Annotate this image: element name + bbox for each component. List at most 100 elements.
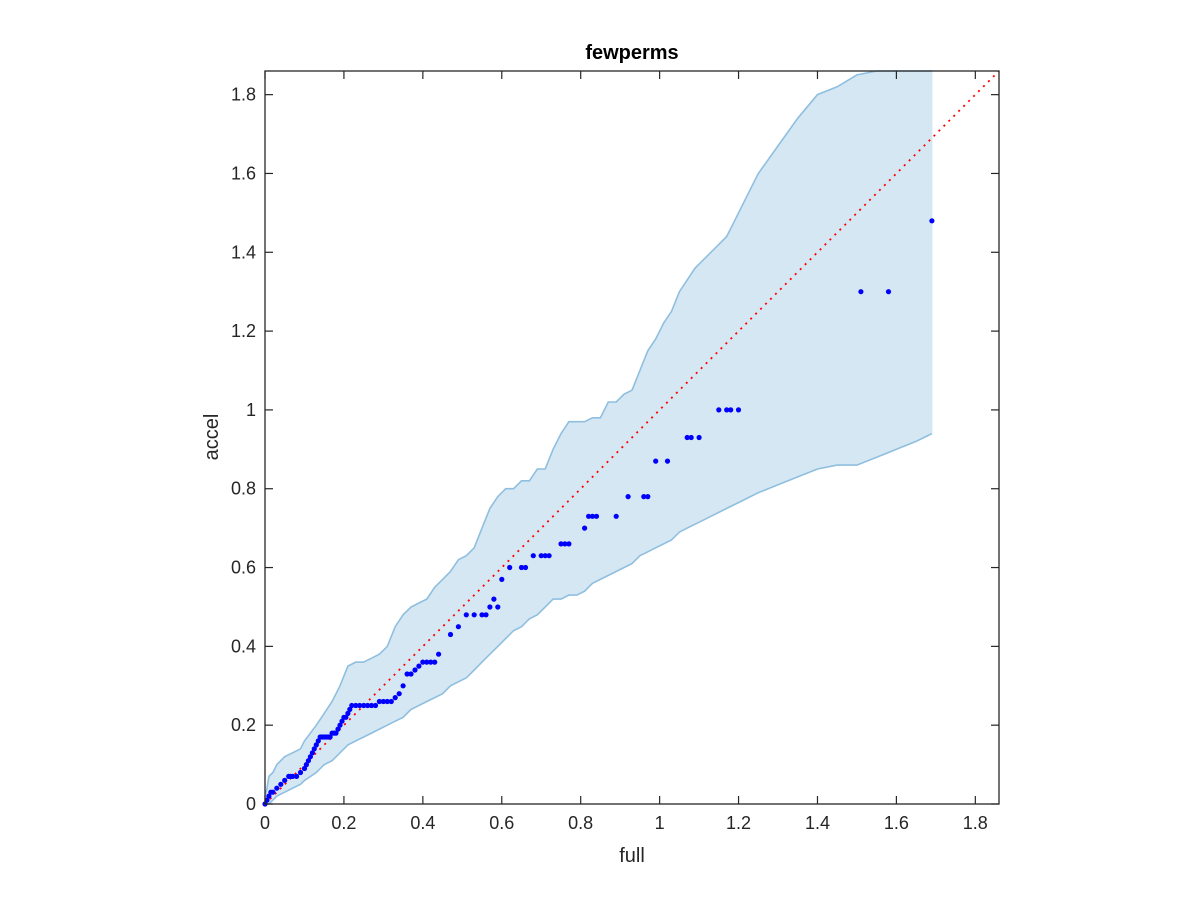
data-point: [335, 726, 341, 732]
reference-line-layer: [264, 70, 1000, 805]
data-point: [376, 698, 382, 705]
data-point: [858, 289, 864, 295]
x-tick-label: 1.6: [884, 813, 909, 833]
data-point: [546, 553, 552, 559]
data-point: [558, 541, 564, 547]
y-tick-label: 1.6: [231, 163, 256, 183]
data-point: [582, 525, 588, 531]
y-tick-label: 1.4: [231, 242, 256, 262]
data-point: [266, 793, 272, 799]
y-tick-label: 1.8: [231, 85, 256, 105]
ticks-layer: 0 0.2 0.4 0.6 0.8 1 1.2 1.4 1.6 1.8 0 0.2 0.4 0.6 0.8 1…: [231, 71, 999, 833]
data-point: [361, 702, 367, 709]
data-point: [313, 742, 319, 748]
data-point: [641, 494, 647, 500]
y-tick-label: 0.4: [231, 636, 256, 656]
data-point: [495, 604, 501, 610]
data-point: [929, 218, 935, 224]
data-point: [343, 714, 349, 720]
data-point: [688, 434, 694, 441]
band-upper-edge: [264, 70, 932, 797]
axes-box: [264, 70, 1000, 805]
band-lower-edge: [265, 432, 933, 805]
data-point: [424, 659, 430, 665]
data-point: [349, 702, 355, 709]
data-point: [264, 797, 270, 803]
data-point: [428, 659, 434, 665]
data-point: [538, 553, 544, 559]
data-point: [327, 734, 333, 740]
data-point: [347, 706, 353, 713]
data-point: [380, 698, 386, 705]
data-point: [368, 702, 375, 709]
x-tick-label: 0.8: [568, 813, 593, 833]
x-tick-label: 0.6: [489, 813, 514, 833]
data-point: [305, 758, 311, 764]
x-tick-label: 1: [655, 813, 665, 833]
y-tick-label: 0.2: [231, 715, 256, 735]
data-point: [728, 407, 734, 413]
y-tick-label: 0.6: [231, 558, 256, 578]
y-axis-title: accel: [201, 414, 223, 461]
data-point: [716, 407, 722, 413]
data-point: [294, 773, 300, 780]
data-point: [613, 513, 619, 519]
data-point: [518, 564, 525, 571]
data-point: [278, 781, 284, 787]
chart-title: fewperms: [585, 42, 678, 64]
data-point: [303, 762, 309, 768]
data-point: [353, 702, 359, 709]
data-point: [297, 769, 304, 776]
axes-layer: [264, 70, 1000, 805]
data-point: [562, 541, 568, 547]
x-tick-label: 1.8: [963, 813, 988, 833]
data-point: [384, 698, 390, 705]
data-point: [625, 494, 631, 500]
x-tick-label: 1.4: [805, 813, 830, 833]
band-fill: [265, 71, 932, 804]
data-point: [724, 407, 730, 413]
data-point: [337, 722, 343, 728]
data-point: [696, 434, 702, 441]
data-points-layer: [262, 218, 935, 807]
data-point: [400, 683, 406, 689]
y-tick-label: 1: [246, 400, 256, 420]
data-point: [311, 746, 317, 752]
data-point: [447, 631, 454, 638]
data-point: [396, 691, 402, 697]
data-point: [664, 458, 671, 464]
data-point: [566, 541, 572, 547]
data-point: [586, 513, 592, 519]
data-point: [357, 702, 363, 709]
x-tick-label: 1.2: [726, 813, 751, 833]
y-tick-label: 0: [246, 794, 256, 814]
data-point: [282, 777, 288, 784]
data-point: [507, 564, 513, 571]
data-point: [479, 612, 485, 618]
data-point: [309, 750, 315, 756]
reference-line: [264, 70, 1000, 805]
y-tick-label: 0.8: [231, 479, 256, 499]
data-point: [315, 738, 321, 744]
data-point: [735, 407, 742, 413]
data-point: [290, 773, 296, 780]
data-point: [530, 553, 536, 559]
data-point: [653, 458, 659, 464]
data-point: [487, 604, 493, 610]
x-tick-label: 0.2: [331, 813, 356, 833]
data-point: [499, 576, 505, 583]
confidence-band-layer: [264, 70, 933, 805]
x-axis-title: full: [619, 845, 645, 867]
data-point: [542, 553, 548, 559]
data-point: [589, 513, 596, 519]
data-point: [339, 718, 345, 724]
data-point: [408, 671, 414, 677]
data-point: [684, 434, 690, 441]
data-point: [416, 663, 422, 669]
data-point: [365, 702, 371, 709]
data-point: [645, 494, 651, 500]
data-point: [522, 564, 529, 571]
data-point: [388, 698, 394, 705]
